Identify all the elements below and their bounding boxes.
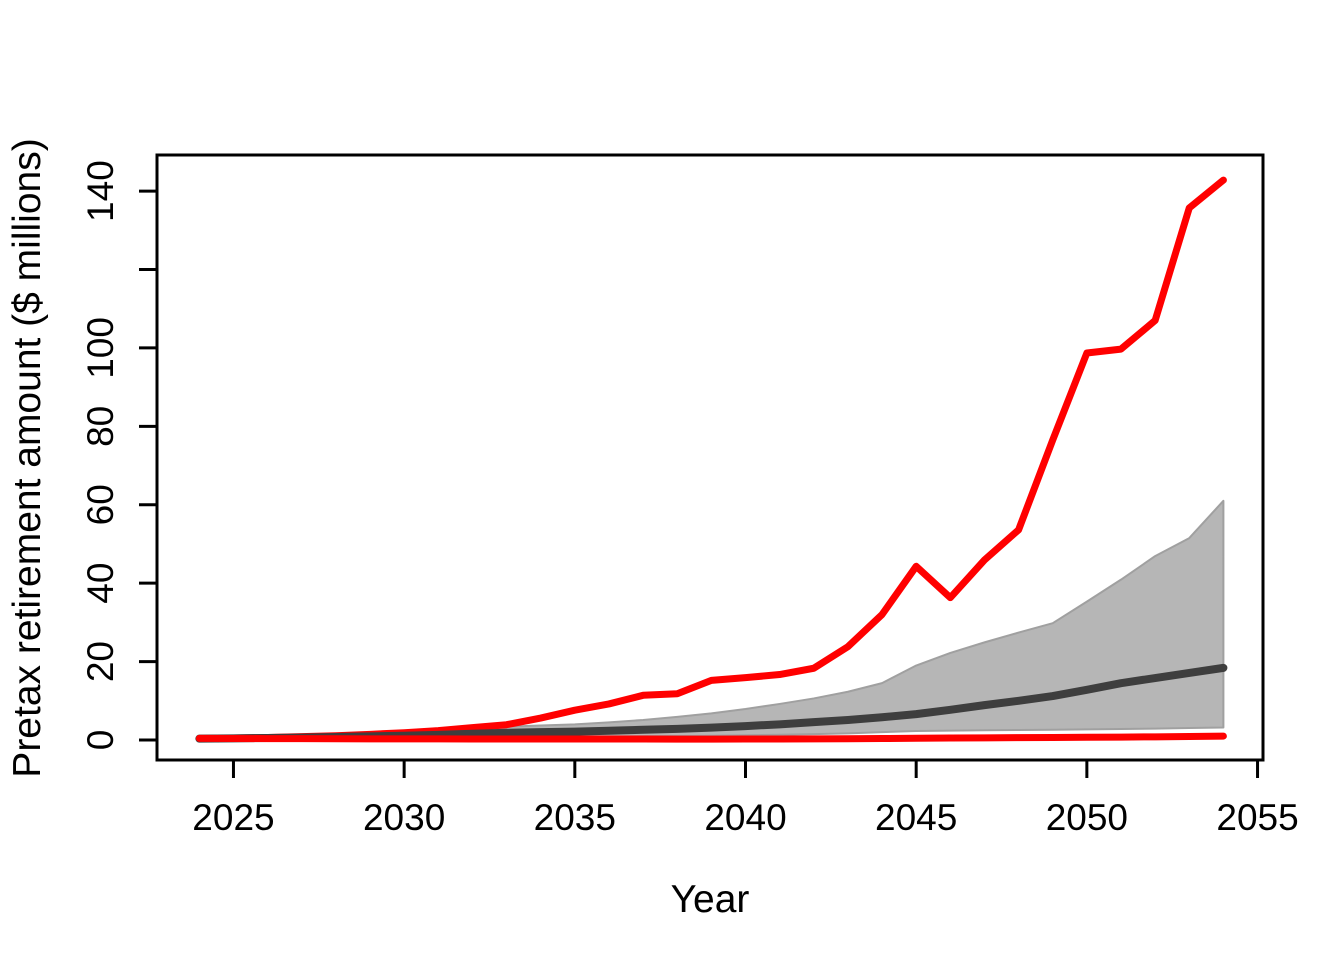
y-tick-label: 60: [80, 484, 121, 525]
y-tick-label: 80: [80, 406, 121, 447]
x-tick-label: 2050: [1046, 797, 1128, 838]
minimum-scenario-line: [195, 732, 1227, 743]
simulation-envelope-band: [198, 499, 1225, 740]
x-tick-label: 2045: [875, 797, 957, 838]
y-tick-label: 140: [80, 160, 121, 222]
y-axis-title: Pretax retirement amount ($ millions): [6, 138, 49, 777]
x-axis: 2025 2030 2035 2040 2045 2050 2055: [192, 760, 1299, 838]
confidence-band: [198, 499, 1225, 740]
y-tick-label: 0: [80, 730, 121, 751]
plot-frame: [155, 153, 1265, 762]
x-tick-label: 2035: [534, 797, 616, 838]
x-tick-label: 2055: [1216, 797, 1298, 838]
y-tick-label: 20: [80, 641, 121, 682]
series-lines: [195, 176, 1228, 743]
x-tick-label: 2030: [363, 797, 445, 838]
plot-box: [155, 153, 1265, 762]
y-tick-label: 40: [80, 563, 121, 604]
x-tick-label: 2040: [704, 797, 786, 838]
y-axis: 0 20 40 60 80 100 140: [80, 160, 157, 750]
x-axis-title: Year: [671, 878, 750, 921]
y-tick-label: 100: [80, 317, 121, 379]
x-tick-label: 2025: [192, 797, 274, 838]
